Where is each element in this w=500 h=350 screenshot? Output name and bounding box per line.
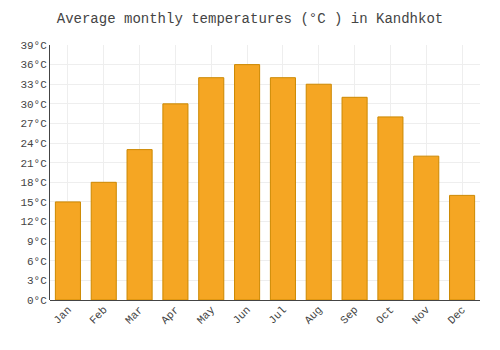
svg-text:Oct: Oct [374, 304, 396, 326]
svg-text:9°C: 9°C [27, 236, 47, 248]
svg-text:30°C: 30°C [20, 99, 47, 111]
svg-text:Sep: Sep [338, 304, 360, 326]
svg-text:Aug: Aug [302, 304, 324, 326]
svg-text:36°C: 36°C [20, 59, 47, 71]
svg-text:0°C: 0°C [27, 295, 47, 307]
svg-text:May: May [195, 304, 218, 327]
svg-text:33°C: 33°C [20, 79, 47, 91]
svg-text:Nov: Nov [410, 304, 433, 327]
svg-text:21°C: 21°C [20, 158, 47, 170]
svg-text:3°C: 3°C [27, 275, 47, 287]
svg-text:Mar: Mar [123, 304, 145, 326]
svg-text:Feb: Feb [87, 304, 109, 326]
svg-text:18°C: 18°C [20, 177, 47, 189]
svg-text:Jul: Jul [266, 304, 288, 326]
svg-text:Apr: Apr [159, 304, 181, 326]
svg-text:Average monthly temperatures (: Average monthly temperatures (°C ) in Ka… [57, 11, 443, 27]
svg-text:27°C: 27°C [20, 118, 47, 130]
svg-text:12°C: 12°C [20, 216, 47, 228]
svg-text:Jun: Jun [231, 304, 253, 326]
svg-text:24°C: 24°C [20, 138, 47, 150]
svg-text:6°C: 6°C [27, 256, 47, 268]
svg-text:39°C: 39°C [20, 40, 47, 52]
svg-text:Dec: Dec [446, 304, 468, 326]
svg-text:15°C: 15°C [20, 197, 47, 209]
svg-text:Jan: Jan [51, 304, 73, 326]
